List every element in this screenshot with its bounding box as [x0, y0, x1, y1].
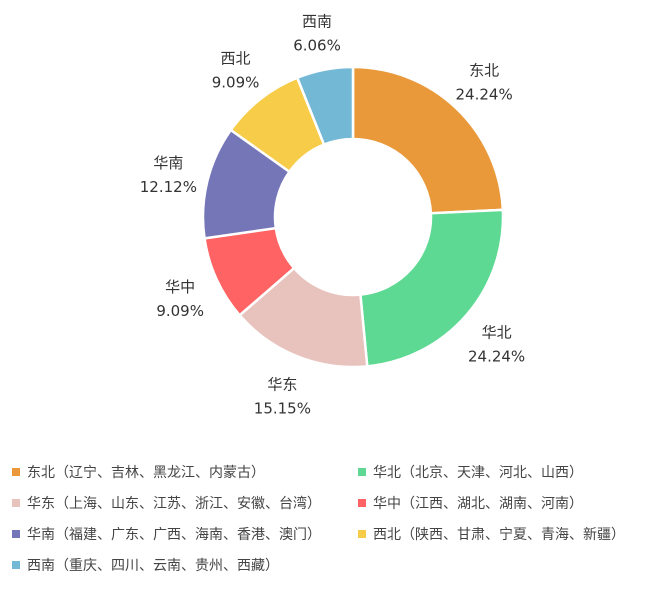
legend-swatch: [358, 499, 366, 507]
legend-item-4[interactable]: 华中（江西、湖北、湖南、河南）: [358, 493, 583, 513]
slice-label-5: 华南 12.12%: [140, 154, 197, 196]
legend-swatch: [12, 468, 20, 476]
slice-category-label: 华北: [482, 323, 512, 341]
slice-category-label: 西南: [302, 12, 332, 30]
slice-category-label: 华南: [153, 154, 183, 172]
legend-item-6[interactable]: 西北（陕西、甘肃、宁夏、青海、新疆）: [358, 524, 625, 544]
slice-category-label: 西北: [221, 50, 251, 68]
legend-swatch: [358, 530, 366, 538]
donut-chart: 东北 24.24% 华北 24.24% 华东 15.15% 华中 9.09% 华南 12.12% 西…: [140, 12, 525, 417]
legend-label: 华中（江西、湖北、湖南、河南）: [373, 496, 583, 512]
legend-swatch: [12, 561, 20, 569]
legend-label: 东北（辽宁、吉林、黑龙江、内蒙古）: [27, 465, 265, 481]
legend-label: 西南（重庆、四川、云南、贵州、西藏）: [27, 558, 279, 574]
legend-item-2[interactable]: 华北（北京、天津、河北、山西）: [358, 462, 583, 482]
legend-label: 华东（上海、山东、江苏、浙江、安徽、台湾）: [27, 496, 321, 512]
slice-label-6: 西北 9.09%: [212, 50, 260, 92]
slice-label-2: 华北 24.24%: [468, 323, 525, 365]
slice-2: [359, 208, 505, 368]
slice-value-label: 15.15%: [254, 399, 311, 417]
legend-item-5[interactable]: 华南（福建、广东、广西、海南、香港、澳门）: [12, 524, 321, 544]
slice-7: [295, 65, 355, 147]
legend-swatch: [358, 468, 366, 476]
slice-1: [351, 65, 505, 215]
slice-label-3: 华东 15.15%: [254, 375, 311, 417]
legend-label: 华南（福建、广东、广西、海南、香港、澳门）: [27, 527, 321, 543]
legend-label: 西北（陕西、甘肃、宁夏、青海、新疆）: [373, 527, 625, 543]
legend-swatch: [12, 530, 20, 538]
slice-label-1: 东北 24.24%: [456, 61, 513, 103]
slice-category-label: 华中: [165, 278, 195, 296]
slice-label-7: 西南 6.06%: [293, 12, 341, 54]
legend-item-7[interactable]: 西南（重庆、四川、云南、贵州、西藏）: [12, 555, 279, 575]
slice-value-label: 24.24%: [468, 347, 525, 365]
slice-category-label: 华东: [267, 375, 297, 393]
slice-category-label: 东北: [469, 61, 499, 79]
legend-item-3[interactable]: 华东（上海、山东、江苏、浙江、安徽、台湾）: [12, 493, 321, 513]
slice-value-label: 9.09%: [156, 302, 204, 320]
legend-swatch: [12, 499, 20, 507]
legend-item-1[interactable]: 东北（辽宁、吉林、黑龙江、内蒙古）: [12, 462, 265, 482]
slice-value-label: 24.24%: [456, 85, 513, 103]
slice-value-label: 9.09%: [212, 74, 260, 92]
slice-value-label: 12.12%: [140, 178, 197, 196]
slice-value-label: 6.06%: [293, 36, 341, 54]
slice-label-4: 华中 9.09%: [156, 278, 204, 320]
legend-label: 华北（北京、天津、河北、山西）: [373, 465, 583, 481]
